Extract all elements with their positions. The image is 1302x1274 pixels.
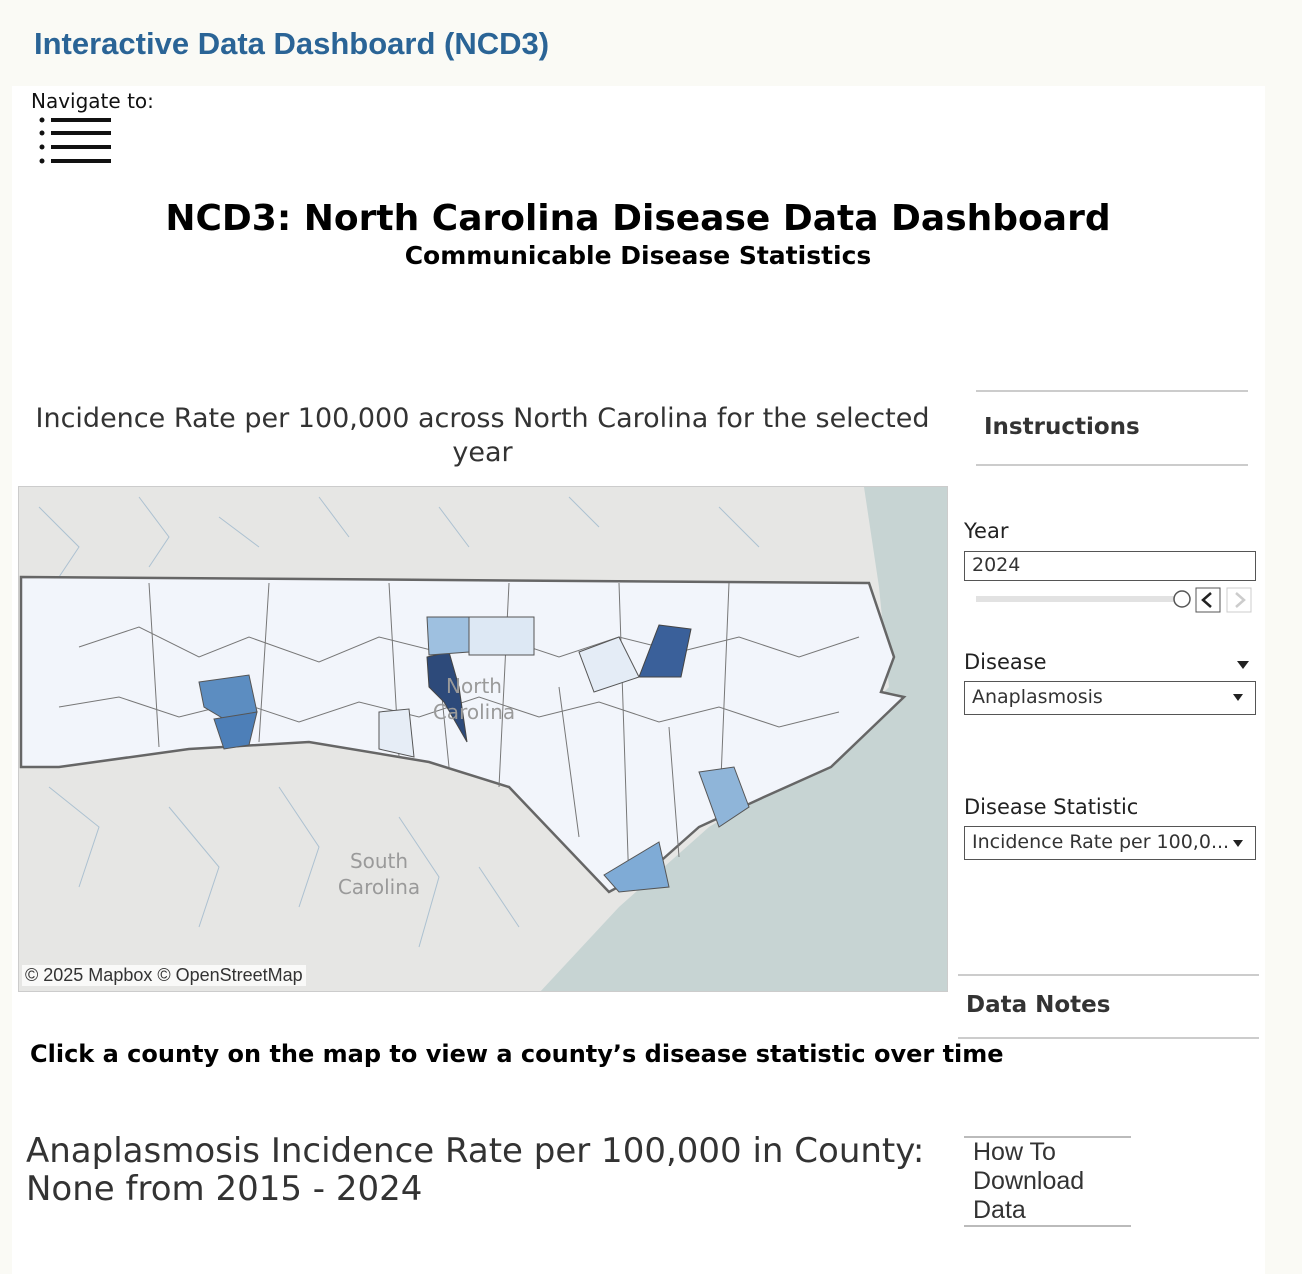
instructions-button[interactable]: Instructions xyxy=(984,414,1140,440)
statistic-dropdown[interactable]: Incidence Rate per 100,0... xyxy=(964,826,1256,860)
dropdown-arrow xyxy=(1233,840,1243,847)
year-input[interactable]: 2024 xyxy=(964,551,1256,581)
nav-label: Navigate to: xyxy=(31,89,154,113)
map-canvas[interactable] xyxy=(19,487,948,992)
map[interactable]: North Carolina South Carolina xyxy=(18,486,948,992)
divider xyxy=(958,974,1259,976)
map-instruction: Click a county on the map to view a coun… xyxy=(30,1040,1004,1068)
map-label: South Carolina xyxy=(337,849,421,899)
statistic-label: Disease Statistic xyxy=(964,795,1139,819)
disease-dropdown[interactable]: Anaplasmosis xyxy=(964,681,1256,715)
menu-icon[interactable] xyxy=(36,115,114,167)
year-slider[interactable] xyxy=(974,586,1256,614)
divider xyxy=(976,464,1248,466)
map-attribution[interactable]: © 2025 Mapbox © OpenStreetMap xyxy=(22,965,306,986)
county-chart-title: Anaplasmosis Incidence Rate per 100,000 … xyxy=(26,1131,925,1209)
divider xyxy=(958,1037,1259,1039)
map-title: Incidence Rate per 100,000 across North … xyxy=(35,403,930,468)
disease-menu-icon[interactable] xyxy=(1237,661,1249,669)
download-button[interactable]: How To Download Data xyxy=(964,1136,1131,1227)
map-label: North Carolina xyxy=(432,674,516,724)
year-label: Year xyxy=(964,519,1009,543)
dashboard-subtitle: Communicable Disease Statistics xyxy=(404,241,872,270)
dropdown-arrow xyxy=(1233,694,1243,701)
page-title: Interactive Data Dashboard (NCD3) xyxy=(34,26,550,61)
disease-label: Disease xyxy=(964,650,1047,674)
divider xyxy=(976,390,1248,392)
data-notes-button[interactable]: Data Notes xyxy=(966,992,1111,1018)
dashboard-title: NCD3: North Carolina Disease Data Dashbo… xyxy=(165,198,1111,239)
